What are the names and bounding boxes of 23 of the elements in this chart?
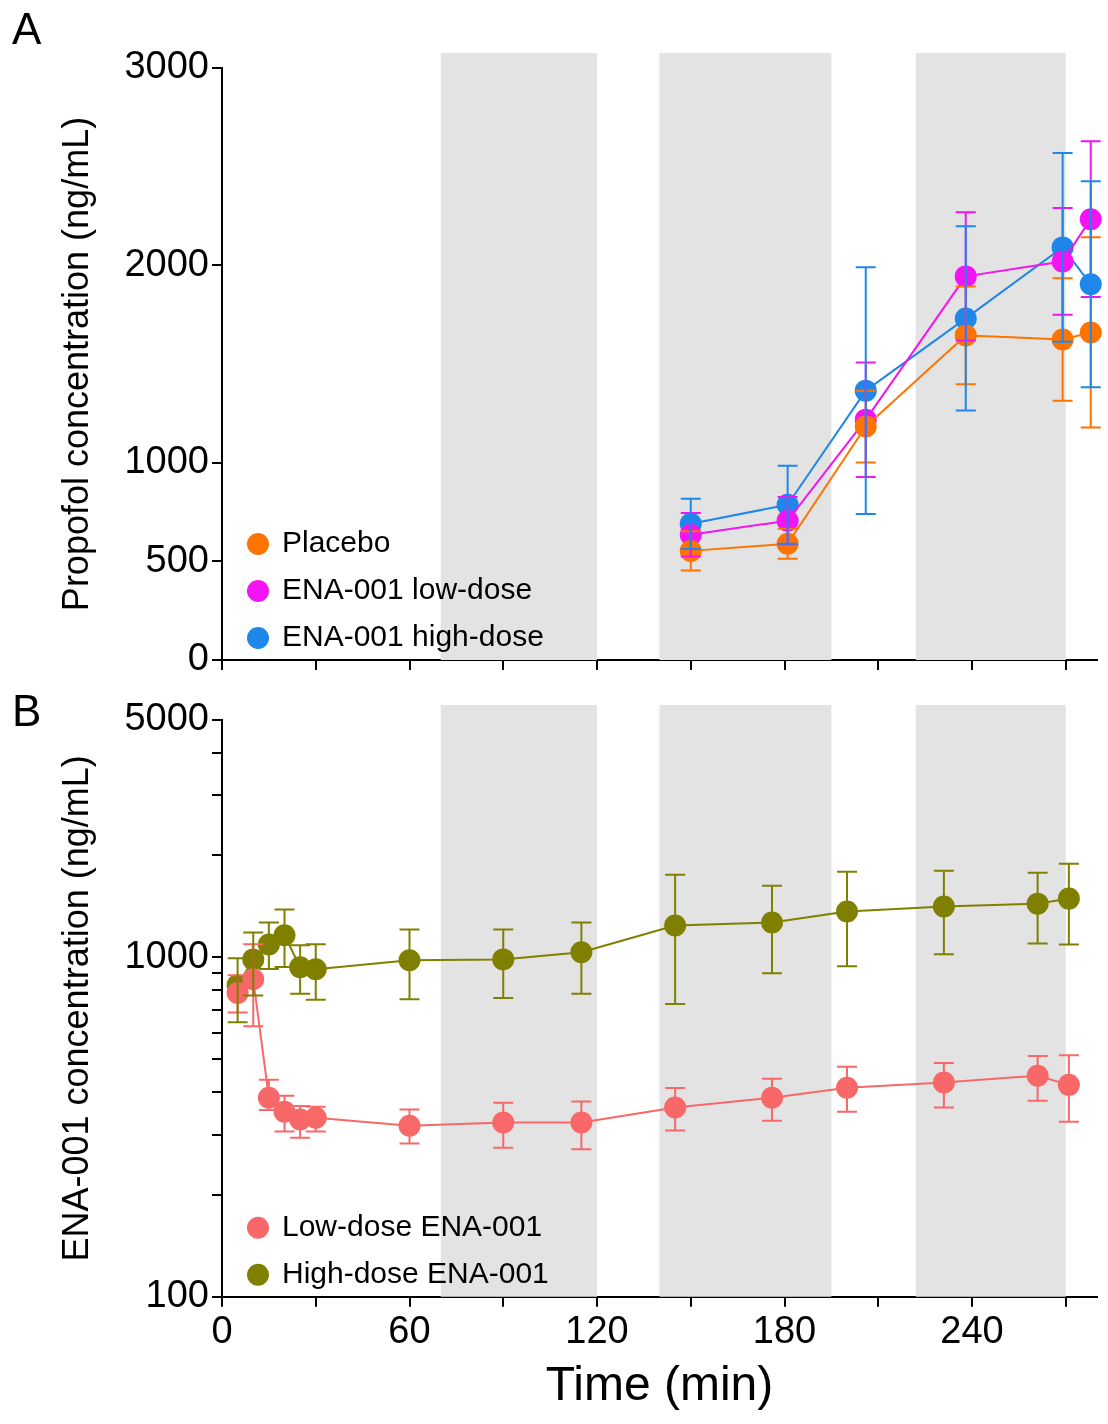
y-tick-label: 0 bbox=[187, 636, 209, 679]
legend-label: Low-dose ENA-001 bbox=[282, 1209, 543, 1243]
y-tick-label: 1000 bbox=[124, 933, 209, 976]
legend-label: ENA-001 high-dose bbox=[282, 619, 544, 653]
legend-label: High-dose ENA-001 bbox=[282, 1256, 549, 1290]
y-axis-title: ENA-001 concentration (ng/mL) bbox=[54, 755, 96, 1262]
y-tick-label: 100 bbox=[145, 1273, 209, 1316]
chart-title: A bbox=[12, 4, 42, 54]
legend-label: Placebo bbox=[282, 525, 391, 559]
y-tick-label: 3000 bbox=[124, 44, 209, 87]
legend-label: ENA-001 low-dose bbox=[282, 572, 533, 606]
x-tick-label: 120 bbox=[565, 1309, 629, 1352]
x-axis-title: Time (min) bbox=[545, 1357, 774, 1411]
y-tick-label: 5000 bbox=[124, 696, 209, 739]
y-axis-title: Propofol concentration (ng/mL) bbox=[54, 116, 96, 612]
chart-title: B bbox=[12, 686, 42, 736]
y-tick-label: 2000 bbox=[124, 241, 209, 284]
y-tick-label: 500 bbox=[145, 537, 209, 580]
x-tick-label: 60 bbox=[388, 1309, 431, 1352]
y-tick-label: 1000 bbox=[124, 439, 209, 482]
x-tick-label: 180 bbox=[752, 1309, 817, 1352]
point bbox=[1057, 1073, 1080, 1096]
x-tick-label: 240 bbox=[940, 1309, 1004, 1352]
